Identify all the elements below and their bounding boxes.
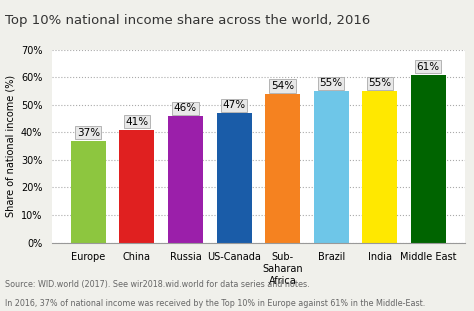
Bar	[217, 113, 252, 243]
Text: 46%: 46%	[174, 103, 197, 113]
Bar	[119, 130, 155, 243]
Text: 41%: 41%	[125, 117, 148, 127]
Text: 55%: 55%	[368, 78, 392, 88]
Bar	[265, 94, 300, 243]
Bar	[168, 116, 203, 243]
Text: 55%: 55%	[319, 78, 343, 88]
Bar	[362, 91, 397, 243]
Text: Source: WID.world (2017). See wir2018.wid.world for data series and notes.: Source: WID.world (2017). See wir2018.wi…	[5, 280, 310, 289]
Text: Top 10% national income share across the world, 2016: Top 10% national income share across the…	[5, 14, 370, 27]
Text: 61%: 61%	[417, 62, 440, 72]
Text: 37%: 37%	[77, 128, 100, 138]
Y-axis label: Share of national income (%): Share of national income (%)	[5, 75, 15, 217]
Text: 47%: 47%	[222, 100, 246, 110]
Bar	[71, 141, 106, 243]
Text: In 2016, 37% of national income was received by the Top 10% in Europe against 61: In 2016, 37% of national income was rece…	[5, 299, 425, 308]
Bar	[411, 75, 446, 243]
Bar	[314, 91, 349, 243]
Text: 54%: 54%	[271, 81, 294, 91]
